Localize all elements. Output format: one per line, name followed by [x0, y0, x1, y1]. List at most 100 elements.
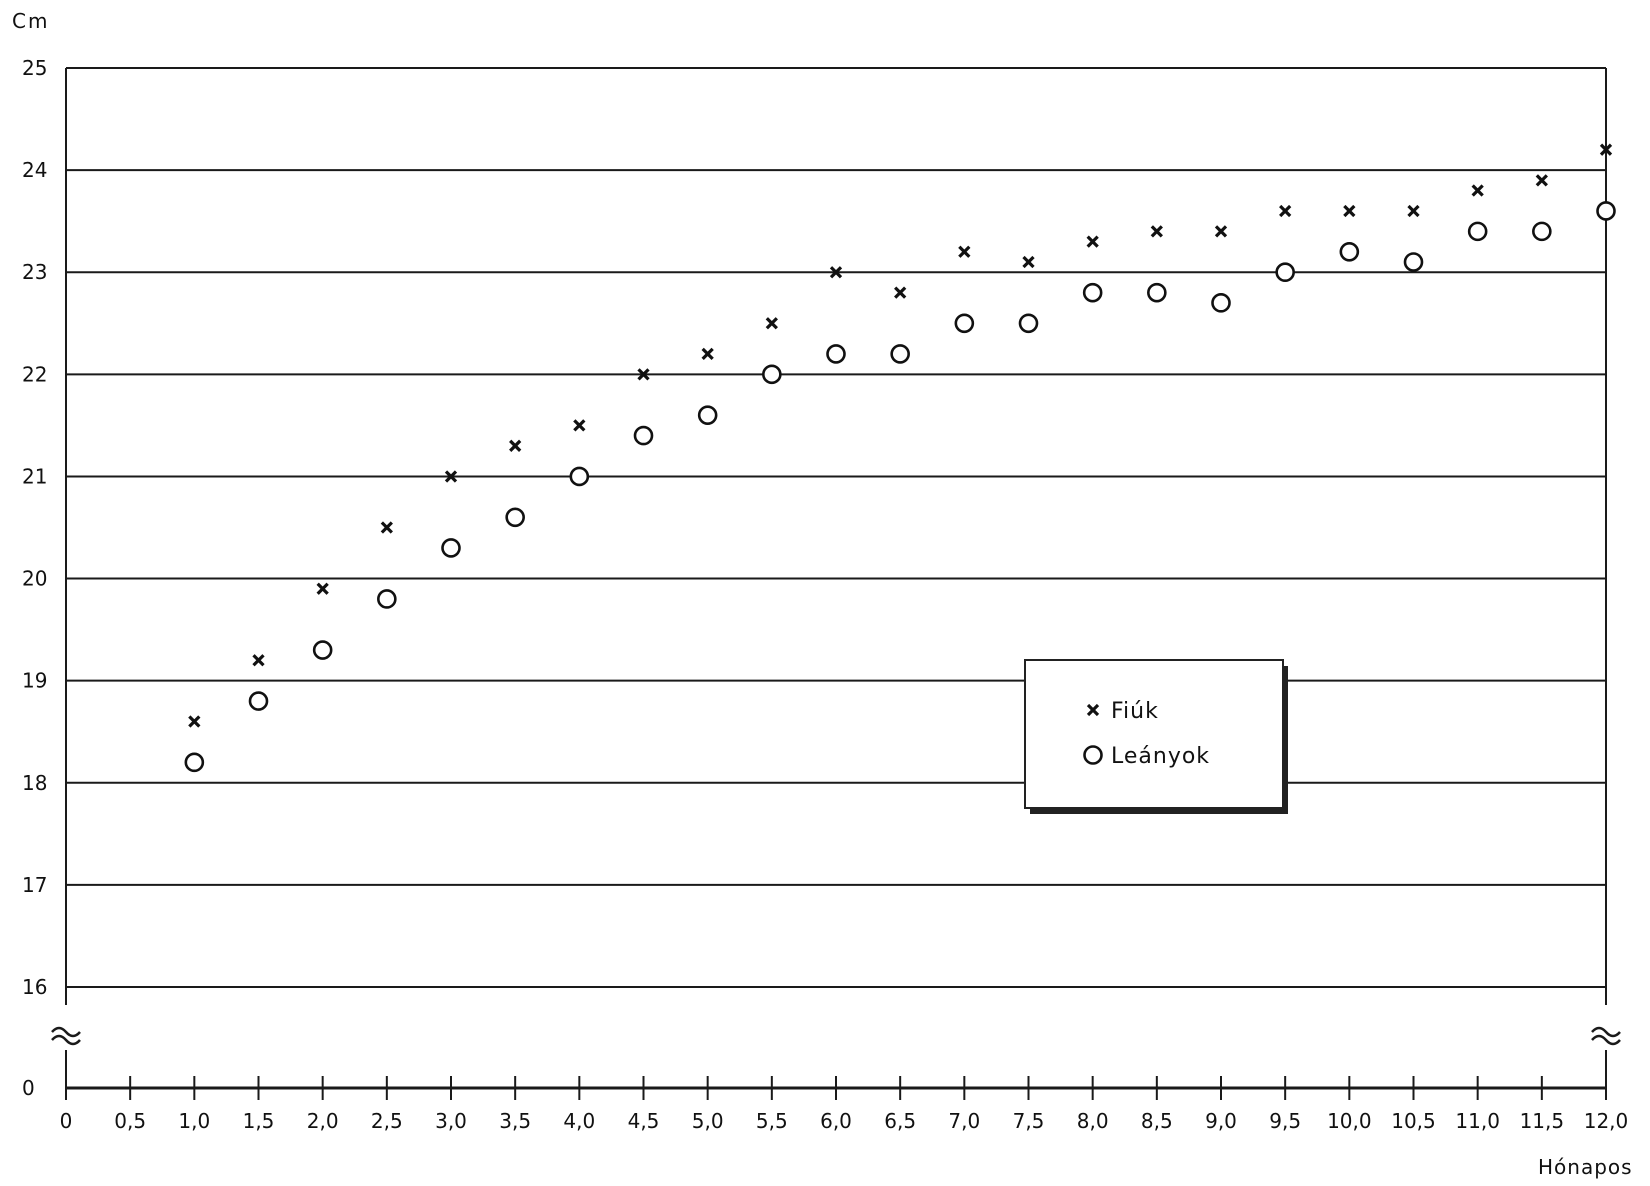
- cross-stroke: [1471, 184, 1484, 197]
- leanyok-point: [1018, 313, 1039, 334]
- legend-marker-circle: [1083, 745, 1103, 765]
- x-tick-label: 3,0: [435, 1109, 467, 1133]
- legend-box: [1024, 659, 1284, 809]
- y-tick-label: 19: [22, 669, 47, 693]
- y-tick-label: 25: [22, 56, 47, 80]
- leanyok-point: [762, 364, 782, 385]
- x-tick-label: 11,0: [1455, 1109, 1500, 1133]
- cross-stroke: [316, 582, 329, 595]
- leanyok-point: [1596, 201, 1616, 221]
- axes: [51, 68, 1621, 1100]
- x-tick-label: 1,0: [178, 1109, 210, 1133]
- fiuk-point: [380, 521, 393, 534]
- x-tick-label: 0,5: [114, 1109, 146, 1133]
- leanyok-point: [1147, 282, 1167, 303]
- cross-stroke: [1343, 204, 1356, 218]
- cross-stroke: [637, 368, 650, 381]
- fiuk-point: [1407, 204, 1420, 218]
- leanyok-point: [312, 640, 333, 660]
- leanyok-point: [826, 344, 846, 364]
- x-tick-label: 8,0: [1077, 1109, 1109, 1133]
- x-tick-label: 8,5: [1141, 1109, 1173, 1133]
- fiuk-point: [637, 368, 650, 381]
- x-tick-label: 6,0: [820, 1109, 852, 1133]
- data-points: [184, 143, 1616, 773]
- cross-stroke: [380, 521, 393, 534]
- cross-stroke: [1214, 225, 1228, 238]
- x-tick-label: 2,5: [371, 1109, 403, 1133]
- fiuk-point: [1022, 255, 1035, 269]
- cross-stroke: [573, 419, 586, 432]
- x-tick-label: 4,5: [628, 1109, 660, 1133]
- fiuk-point: [1343, 204, 1356, 218]
- cross-stroke: [958, 245, 971, 258]
- cross-stroke: [1407, 204, 1420, 218]
- leanyok-point: [505, 507, 525, 528]
- y-tick-label: 23: [22, 260, 47, 284]
- fiuk-point: [1150, 225, 1163, 238]
- fiuk-point: [1214, 225, 1228, 238]
- fiuk-point: [188, 715, 201, 728]
- cross-stroke: [1086, 703, 1100, 717]
- leanyok-point: [377, 589, 397, 609]
- leanyok-point: [1403, 252, 1424, 272]
- cross-stroke: [701, 347, 714, 361]
- cross-stroke: [1599, 143, 1613, 156]
- x-tick-label: 0: [60, 1109, 73, 1133]
- x-tick-label: 10,5: [1391, 1109, 1436, 1133]
- x-tick-label: 4,0: [563, 1109, 595, 1133]
- tick-labels: 16 17 18 19 20 21 22 23 24 25 0 0 0,5 1,0 1,5 2,0 2,5 3,0…: [22, 56, 1628, 1133]
- axis-break-stroke: [1591, 1034, 1621, 1046]
- cross-stroke: [252, 654, 265, 667]
- legend-item-leanyok: Leányok: [1083, 744, 1210, 769]
- x-tick-label: 5,5: [756, 1109, 788, 1133]
- leanyok-point: [697, 405, 718, 425]
- x-tick-label: 9,5: [1269, 1109, 1301, 1133]
- leanyok-point: [248, 691, 269, 711]
- y-tick-label-zero: 0: [22, 1076, 35, 1100]
- fiuk-point: [252, 654, 265, 667]
- leanyok-point: [1339, 242, 1360, 262]
- y-tick-label: 21: [22, 464, 47, 488]
- x-tick-label: 1,5: [243, 1109, 275, 1133]
- cross-stroke: [444, 470, 458, 483]
- x-tick-label: 12,0: [1584, 1109, 1629, 1133]
- y-tick-label: 20: [22, 567, 47, 591]
- fiuk-point: [829, 266, 843, 279]
- cross-stroke: [1022, 255, 1035, 269]
- legend-label: Leányok: [1111, 744, 1210, 769]
- fiuk-point: [509, 439, 522, 452]
- leanyok-point: [441, 538, 461, 558]
- gridlines: [66, 67, 1606, 988]
- leanyok-point: [890, 344, 910, 364]
- cross-stroke: [1279, 204, 1292, 218]
- cross-stroke: [509, 439, 522, 452]
- x-tick-label: 10,0: [1327, 1109, 1372, 1133]
- leanyok-point: [184, 752, 205, 773]
- cross-stroke: [765, 317, 778, 330]
- leanyok-point: [1275, 262, 1295, 283]
- y-tick-label: 24: [22, 158, 47, 182]
- fiuk-point: [573, 419, 586, 432]
- legend-label: Fiúk: [1111, 699, 1159, 724]
- y-axis-unit-label: Cm: [12, 9, 49, 33]
- y-tick-label: 17: [22, 873, 47, 897]
- x-tick-label: 7,0: [948, 1109, 980, 1133]
- axis-break-stroke: [1591, 1026, 1621, 1038]
- cross-stroke: [1150, 225, 1163, 238]
- legend-marker-cross: [1086, 703, 1100, 717]
- fiuk-point: [1599, 143, 1613, 156]
- leanyok-point: [1082, 282, 1103, 303]
- leanyok-point: [569, 466, 590, 487]
- x-tick-label: 3,5: [499, 1109, 531, 1133]
- x-tick-label: 2,0: [307, 1109, 339, 1133]
- fiuk-point: [1086, 235, 1099, 248]
- fiuk-point: [894, 286, 907, 299]
- leanyok-point: [1211, 293, 1231, 313]
- y-tick-label: 16: [22, 975, 47, 999]
- fiuk-point: [765, 317, 778, 330]
- cross-stroke: [1535, 174, 1548, 187]
- y-tick-label: 18: [22, 771, 47, 795]
